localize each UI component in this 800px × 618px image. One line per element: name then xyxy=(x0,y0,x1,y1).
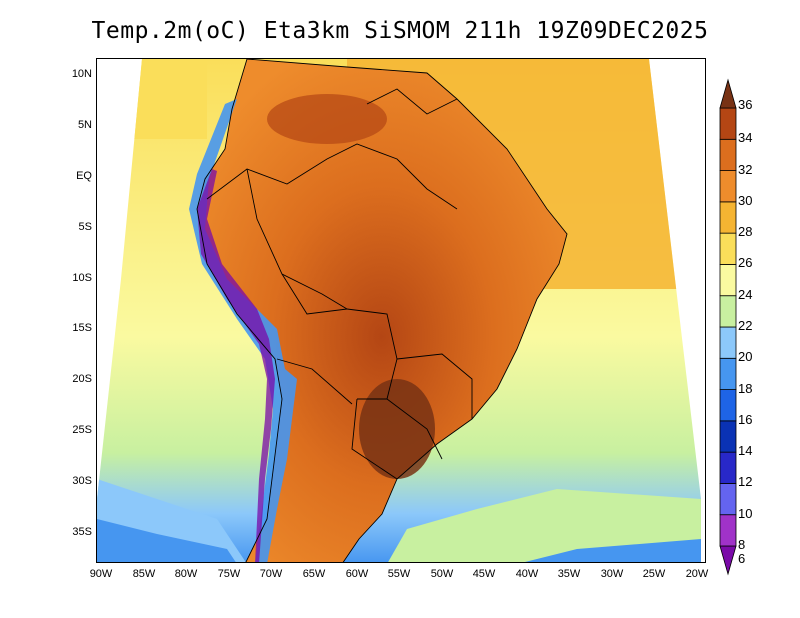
country-borders xyxy=(196,59,568,562)
colorbar-label: 36 xyxy=(738,97,753,112)
colorbar-label: 6 xyxy=(738,551,746,566)
temperature-map xyxy=(97,59,701,562)
hot-core-chaco xyxy=(359,379,435,479)
lon-label: 25W xyxy=(642,568,666,580)
pacific-north-field xyxy=(97,59,207,139)
colorbar-label: 30 xyxy=(738,192,753,208)
colorbar-box xyxy=(719,514,737,547)
colorbar-label: 14 xyxy=(738,443,753,459)
colorbar-box xyxy=(719,389,737,422)
colorbar-label: 22 xyxy=(738,318,753,333)
colorbar-box xyxy=(719,201,737,234)
colorbar-label: 12 xyxy=(738,474,753,490)
colorbar-label: 8 xyxy=(738,537,746,552)
colorbar-box xyxy=(719,451,737,484)
lon-label: 45W xyxy=(472,568,496,580)
lat-label: EQ xyxy=(76,170,92,182)
lat-label: 15S xyxy=(72,322,92,334)
andes-cold-zone xyxy=(189,99,297,562)
south-pacific-coldest xyxy=(97,519,237,562)
colorbar-box xyxy=(719,138,737,171)
lat-label: 30S xyxy=(72,475,92,487)
lon-label: 60W xyxy=(345,568,369,580)
colorbar-label: 26 xyxy=(738,255,753,271)
colorbar-label: 20 xyxy=(738,349,753,365)
lon-label: 90W xyxy=(89,568,113,580)
map-title: Temp.2m(oC) Eta3km SiSMOM 211h 19Z09DEC2… xyxy=(91,18,709,44)
lon-label: 35W xyxy=(557,568,581,580)
colorbar-box xyxy=(719,170,737,203)
lat-label: 25S xyxy=(72,424,92,436)
lon-label: 75W xyxy=(217,568,241,580)
lon-label: 80W xyxy=(174,568,198,580)
andes-coldest-zone xyxy=(197,169,275,562)
colorbar-arrow-low xyxy=(719,545,737,576)
lon-label: 30W xyxy=(600,568,624,580)
colorbar-box xyxy=(719,326,737,359)
lon-label: 40W xyxy=(515,568,539,580)
colorbar-label: 10 xyxy=(738,505,753,521)
colorbar-box xyxy=(719,264,737,297)
colorbar-label: 32 xyxy=(738,161,753,177)
hot-core-amazon xyxy=(267,94,387,144)
map-frame xyxy=(96,58,706,563)
lon-label: 70W xyxy=(259,568,283,580)
lat-label: 35S xyxy=(72,526,92,538)
colorbar-box xyxy=(719,420,737,453)
colorbar-label: 16 xyxy=(738,411,753,427)
colorbar-box xyxy=(719,295,737,328)
colorbar-label: 18 xyxy=(738,380,753,396)
lat-label: 10S xyxy=(72,272,92,284)
lat-label: 10N xyxy=(71,68,92,80)
colorbar xyxy=(719,78,737,576)
lat-label: 5N xyxy=(77,119,92,131)
lat-label: 20S xyxy=(72,373,92,385)
colorbar-box xyxy=(719,483,737,516)
colorbar-label: 28 xyxy=(738,224,753,240)
lat-label: 5S xyxy=(78,221,92,233)
colorbar-label: 34 xyxy=(738,130,753,146)
lon-label: 50W xyxy=(430,568,454,580)
colorbar-arrow-high xyxy=(719,78,737,109)
colorbar-box xyxy=(719,107,737,140)
lon-label: 65W xyxy=(302,568,326,580)
lon-label: 55W xyxy=(387,568,411,580)
south-atlantic-coldest xyxy=(517,539,701,562)
colorbar-label: 24 xyxy=(738,286,753,302)
lon-label: 20W xyxy=(685,568,709,580)
south-atlantic-cool xyxy=(387,489,701,562)
colorbar-box xyxy=(719,232,737,265)
colorbar-box xyxy=(719,357,737,390)
lon-label: 85W xyxy=(132,568,156,580)
